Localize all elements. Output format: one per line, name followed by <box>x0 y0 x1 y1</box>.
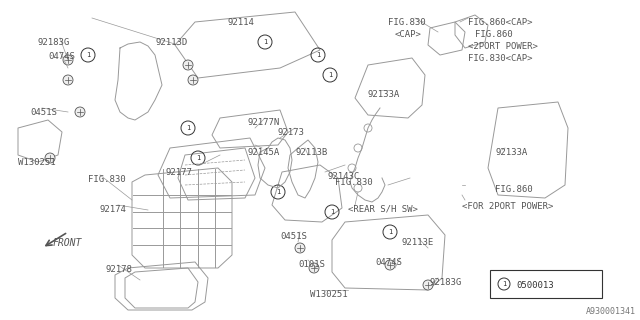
Text: <CAP>: <CAP> <box>395 30 422 39</box>
Text: 1: 1 <box>388 229 392 235</box>
Text: FIG.830: FIG.830 <box>335 178 372 187</box>
Text: FIG.860<CAP>: FIG.860<CAP> <box>468 18 532 27</box>
Circle shape <box>45 153 55 163</box>
Text: 92178: 92178 <box>105 265 132 274</box>
Circle shape <box>63 55 73 65</box>
Text: FIG.830: FIG.830 <box>88 175 125 184</box>
Text: 92174: 92174 <box>100 205 127 214</box>
Text: 1: 1 <box>502 281 506 287</box>
Text: 92173: 92173 <box>278 128 305 137</box>
Text: 1: 1 <box>316 52 320 58</box>
Text: W130251: W130251 <box>18 158 56 167</box>
Text: 0451S: 0451S <box>30 108 57 117</box>
Text: 92143C: 92143C <box>328 172 360 181</box>
Text: 1: 1 <box>276 189 280 195</box>
Text: 1: 1 <box>328 72 332 78</box>
Circle shape <box>75 107 85 117</box>
Text: 1: 1 <box>330 209 334 215</box>
Text: 1: 1 <box>86 52 90 58</box>
Text: <FOR 2PORT POWER>: <FOR 2PORT POWER> <box>462 202 554 211</box>
Text: FIG.830<CAP>: FIG.830<CAP> <box>468 54 532 63</box>
Text: FRONT: FRONT <box>53 238 83 248</box>
Text: 0474S: 0474S <box>48 52 75 61</box>
Text: <REAR S/H SW>: <REAR S/H SW> <box>348 205 418 214</box>
Text: 92183G: 92183G <box>38 38 70 47</box>
Text: 92113D: 92113D <box>155 38 188 47</box>
Circle shape <box>183 60 193 70</box>
Text: 92183G: 92183G <box>430 278 462 287</box>
Text: 92133A: 92133A <box>368 90 400 99</box>
Circle shape <box>295 243 305 253</box>
Text: 0451S: 0451S <box>280 232 307 241</box>
Text: 1: 1 <box>196 155 200 161</box>
Text: 1: 1 <box>186 125 190 131</box>
Circle shape <box>385 260 395 270</box>
Text: 92113E: 92113E <box>402 238 435 247</box>
Text: 0474S: 0474S <box>375 258 402 267</box>
Text: 92177N: 92177N <box>248 118 280 127</box>
Text: 1: 1 <box>263 39 267 45</box>
Circle shape <box>309 263 319 273</box>
Text: FIG.830: FIG.830 <box>388 18 426 27</box>
Text: A930001341: A930001341 <box>586 307 636 316</box>
Text: <2PORT POWER>: <2PORT POWER> <box>468 42 538 51</box>
Text: 92114: 92114 <box>227 18 254 27</box>
Text: 0101S: 0101S <box>298 260 325 269</box>
Text: 92177: 92177 <box>165 168 192 177</box>
Text: 92113B: 92113B <box>295 148 327 157</box>
Text: FIG.860: FIG.860 <box>475 30 513 39</box>
Circle shape <box>63 75 73 85</box>
Text: W130251: W130251 <box>310 290 348 299</box>
Text: 92133A: 92133A <box>495 148 527 157</box>
Text: FIG.860: FIG.860 <box>495 185 532 194</box>
Text: 92145A: 92145A <box>248 148 280 157</box>
Text: 0500013: 0500013 <box>516 281 554 290</box>
Circle shape <box>188 75 198 85</box>
Circle shape <box>423 280 433 290</box>
